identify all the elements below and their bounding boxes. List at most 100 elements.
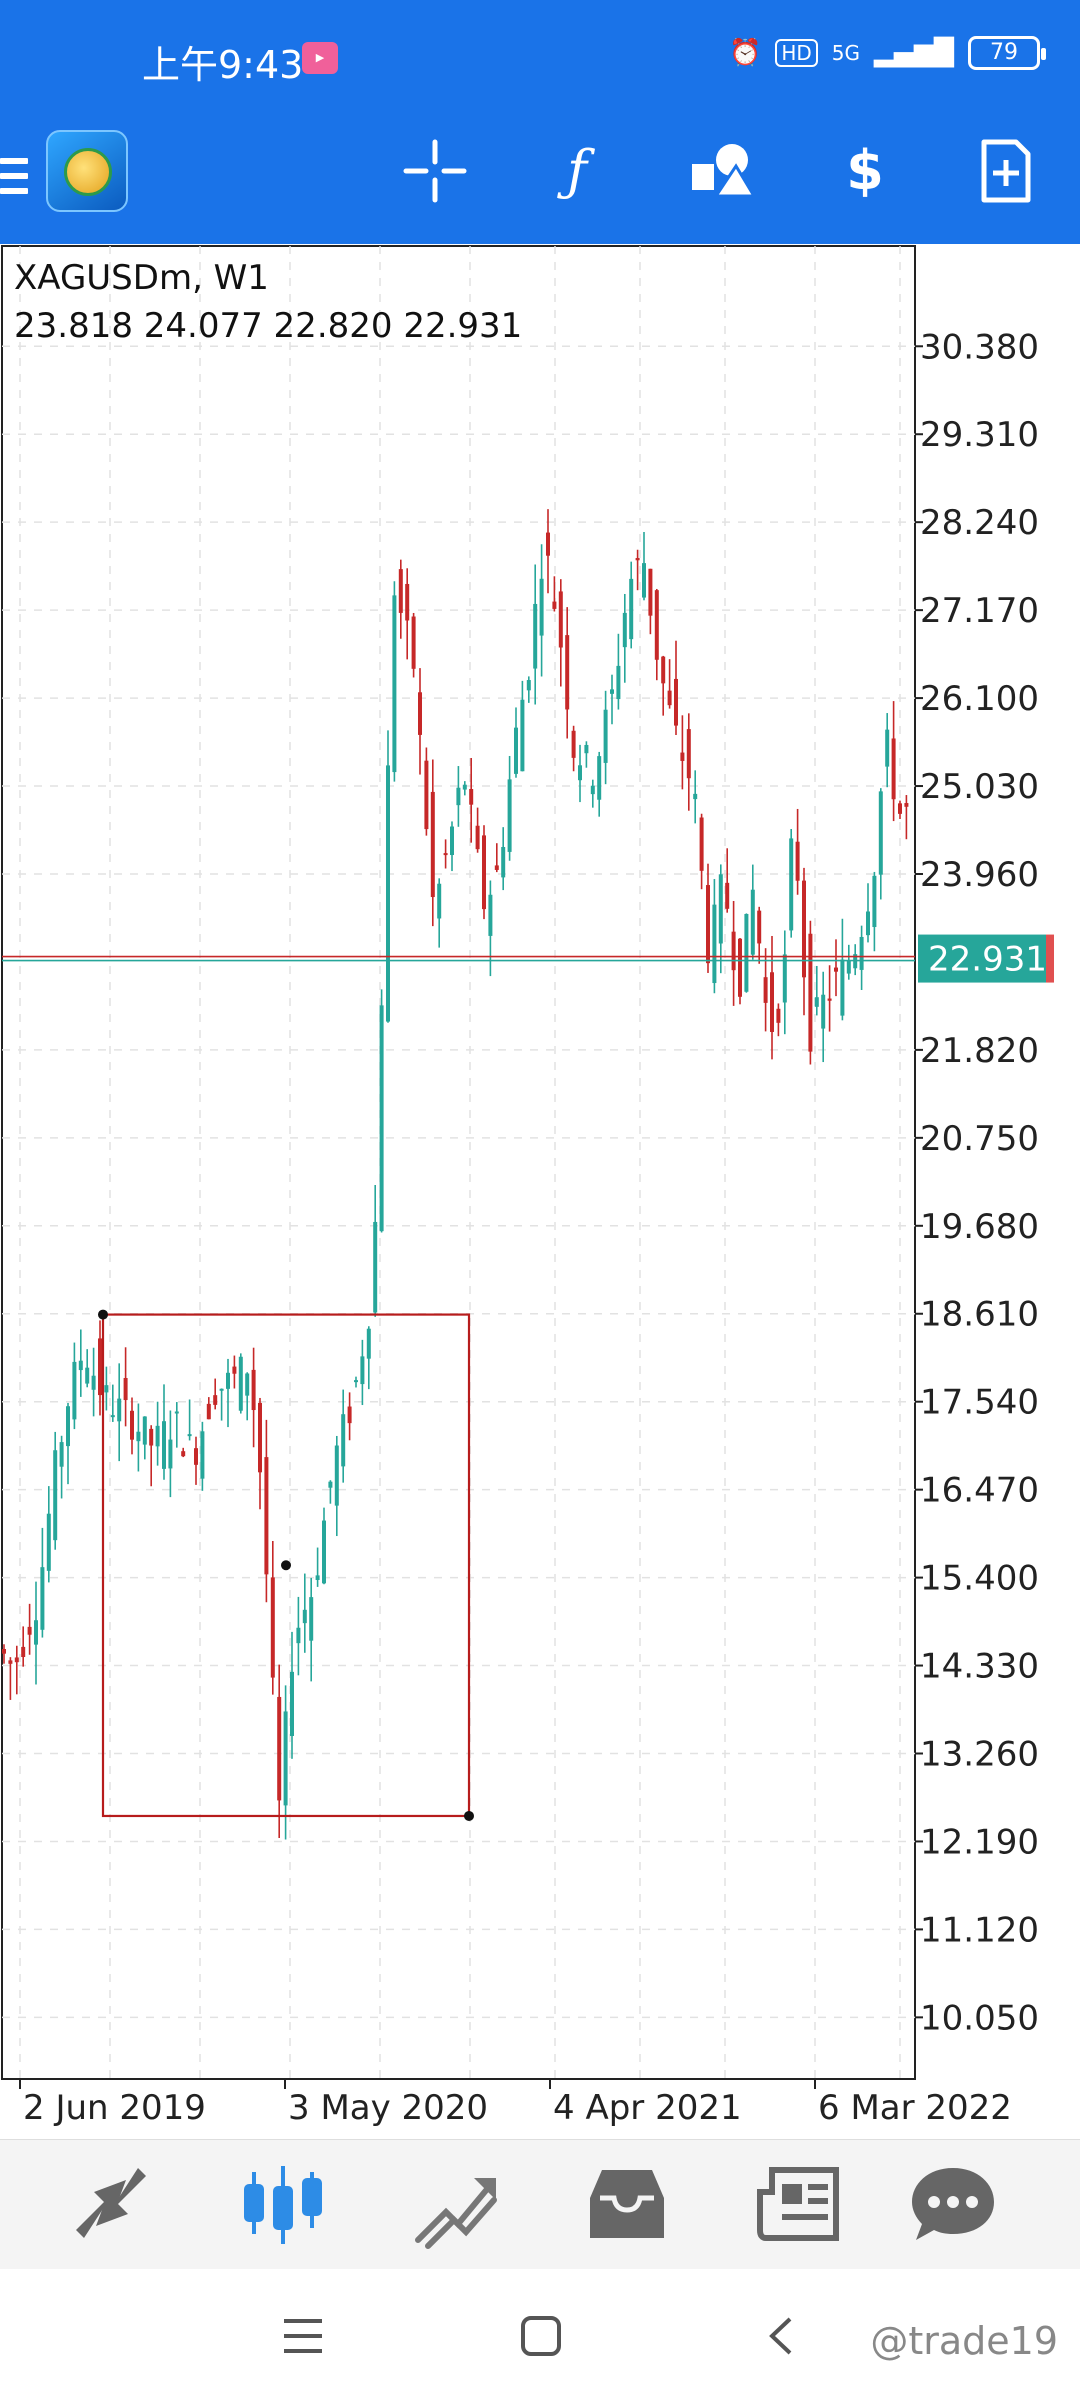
candle-body [123,1378,128,1401]
y-tick-label: 15.400 [920,1559,1039,1599]
candle-body [386,765,390,1022]
ohlc-label: 23.818 24.077 22.820 22.931 [14,306,523,346]
candle-body [603,709,608,763]
candle-body [840,959,845,1016]
candle-body [181,1451,186,1457]
y-tick-label: 28.240 [920,503,1039,543]
candle-body [834,967,838,972]
candle-body [712,904,717,984]
rectangle-center-handle[interactable] [281,1560,291,1571]
candle-body [14,1657,19,1663]
rectangle-object[interactable] [101,1313,471,1818]
candle-body [264,1457,269,1575]
candle-body [610,689,614,694]
candle-body [744,913,749,992]
candle-body [245,1373,250,1396]
candle-body [821,994,826,1029]
candle-body [232,1366,237,1374]
candle-body [488,894,493,936]
candle-body [104,1385,109,1393]
candle-body [546,532,550,556]
candle-body [718,874,723,944]
candle-body [296,1627,301,1644]
candle-body [398,569,403,613]
candle-body [565,635,570,710]
candle-body [110,1415,115,1418]
candle-body [770,972,774,1032]
quotes-icon[interactable] [64,2158,158,2252]
candle-body [462,784,467,790]
chart-area[interactable]: 30.380 29.310 28.240 27.170 26.100 25.030 23.9… [0,244,1080,2139]
network-label: 5G [831,41,861,65]
function-icon[interactable]: ƒ [567,139,587,202]
y-tick-label: 18.610 [920,1295,1039,1335]
y-tick-label: 16.470 [920,1471,1039,1511]
x-tick-label: 2 Jun 2019 [23,2088,206,2128]
y-tick-label: 19.680 [920,1207,1039,1247]
candle-body [136,1431,141,1442]
candle-body [59,1442,64,1467]
signal-icon: ▂▄▆█ [874,38,954,68]
current-price-label: 22.931 [928,940,1047,980]
candle-body [891,738,896,800]
candle-body [872,875,877,928]
home-icon[interactable] [518,2313,564,2370]
candle-body [494,865,499,870]
status-time: 上午9:43 [142,43,304,87]
candle-body [405,583,410,621]
candle-body [2,1648,6,1654]
recents-icon[interactable] [280,2313,326,2370]
chart-icon[interactable] [236,2158,330,2252]
y-tick-label: 21.820 [920,1031,1039,1071]
objects-icon[interactable] [688,136,758,206]
new-chart-icon[interactable] [970,136,1040,206]
price-badge-edge [1046,934,1054,983]
candle-body [430,791,435,898]
candle-body [590,785,595,795]
rectangle-handle[interactable] [98,1309,108,1320]
price-chart[interactable]: 30.380 29.310 28.240 27.170 26.100 25.030 23.9… [0,244,1080,2139]
candle-body [162,1421,166,1469]
x-tick-label: 6 Mar 2022 [818,2088,1012,2128]
candle-body [475,825,480,850]
crosshair-icon[interactable] [400,136,470,206]
candle-body [117,1398,122,1422]
candle-body [571,730,576,758]
candle-body [168,1439,173,1469]
candle-body [782,954,787,1003]
metatrader-logo[interactable] [46,130,128,212]
history-icon[interactable] [580,2158,674,2252]
candle-body [674,678,678,726]
candle-body [142,1416,147,1445]
menu-icon[interactable] [0,158,30,202]
candle-body [283,1711,288,1806]
battery-icon: 79 [968,36,1046,70]
trade-icon[interactable] [408,2158,502,2252]
candle-body [552,601,557,609]
messages-icon[interactable] [906,2158,1000,2252]
y-tick-label: 13.260 [920,1734,1039,1774]
candle-body [661,656,666,684]
candle-body [392,595,397,773]
y-tick-label: 27.170 [920,591,1039,631]
candle-body [360,1356,365,1385]
rectangle-handle[interactable] [464,1810,474,1821]
back-icon[interactable] [758,2313,804,2370]
candle-body [642,563,646,598]
candle-body [226,1372,230,1389]
candle-body [482,835,486,910]
candle-body [379,1005,384,1232]
candle-body [78,1360,83,1371]
trade-dollar-icon[interactable]: $ [846,139,884,202]
candle-body [814,997,819,1007]
candle-body [706,885,710,964]
candle-body [558,591,563,648]
candle-body [757,910,762,944]
candle-body [859,936,864,970]
candle-body [27,1626,32,1635]
candle-body [354,1380,358,1383]
candle-body [424,760,429,830]
news-icon[interactable] [752,2158,846,2252]
candle-body [898,803,902,814]
candle-body [437,883,442,919]
